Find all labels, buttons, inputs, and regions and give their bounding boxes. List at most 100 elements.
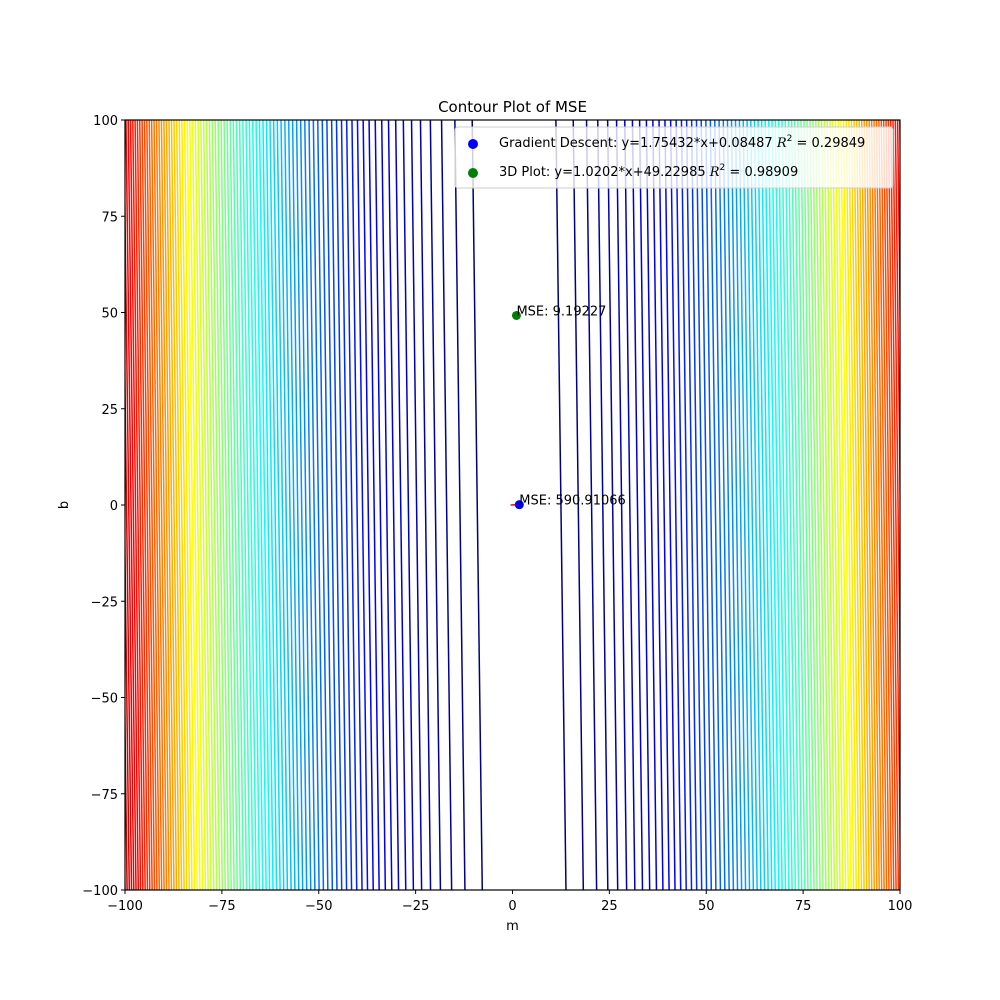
y-axis-ticks: −100 −75 −50 −25 0 25 50 75 100 bbox=[82, 114, 125, 899]
contour-line bbox=[345, 120, 358, 890]
contour-line bbox=[669, 120, 682, 890]
contour-line bbox=[845, 120, 858, 890]
x-tick-label: 0 bbox=[508, 899, 516, 914]
contour-line bbox=[690, 120, 703, 890]
contour-line bbox=[191, 120, 204, 890]
legend-gd-eq: = bbox=[792, 136, 811, 151]
legend: Gradient Descent: y=1.75432*x+0.08487 R2… bbox=[454, 126, 894, 189]
contour-line bbox=[178, 120, 191, 890]
contour-line bbox=[680, 120, 693, 890]
contour-line bbox=[173, 120, 185, 890]
contour-line bbox=[471, 120, 484, 890]
x-axis-ticks: −100 −75 −50 −25 0 25 50 75 100 bbox=[107, 890, 912, 914]
contour-line bbox=[880, 120, 893, 890]
contour-line bbox=[837, 120, 850, 890]
gradient-descent-point bbox=[514, 500, 524, 510]
x-tick-label: −75 bbox=[208, 899, 235, 914]
contour-line bbox=[878, 120, 890, 890]
legend-gd-r2-value: 0.29849 bbox=[812, 136, 866, 151]
contour-line bbox=[664, 120, 676, 890]
contour-line bbox=[806, 120, 818, 890]
contour-line bbox=[351, 120, 363, 890]
contour-line bbox=[387, 120, 400, 890]
contour-line bbox=[211, 120, 224, 890]
contour-line bbox=[787, 120, 800, 890]
contour-line bbox=[685, 120, 698, 890]
contour-line bbox=[248, 120, 261, 890]
contour-line bbox=[125, 333, 133, 890]
legend-entry-gradient-descent: Gradient Descent: y=1.75432*x+0.08487 R2… bbox=[499, 134, 865, 151]
contour-line bbox=[251, 120, 264, 890]
contour-line bbox=[889, 120, 900, 889]
contour-line bbox=[771, 120, 783, 890]
contour-line bbox=[860, 120, 873, 890]
contour-line bbox=[242, 120, 254, 890]
contour-line bbox=[132, 120, 144, 890]
contour-line bbox=[181, 120, 193, 890]
contour-line bbox=[223, 120, 235, 890]
contour-line bbox=[454, 120, 466, 890]
contour-line bbox=[229, 120, 242, 890]
contour-line bbox=[335, 120, 348, 890]
contour-line bbox=[700, 120, 713, 890]
legend-3d-eq: = bbox=[725, 165, 744, 180]
contour-line bbox=[658, 120, 670, 890]
contour-line bbox=[220, 120, 232, 890]
contour-line bbox=[148, 120, 161, 890]
contour-line bbox=[585, 120, 598, 890]
contour-line bbox=[790, 120, 803, 890]
contour-line bbox=[287, 120, 300, 890]
contour-line bbox=[615, 120, 628, 890]
contour-line bbox=[555, 120, 567, 890]
contour-line bbox=[258, 120, 271, 890]
legend-marker-3d-plot bbox=[468, 168, 478, 178]
legend-gd-r: R bbox=[776, 136, 787, 151]
contour-line bbox=[675, 120, 687, 890]
contour-line bbox=[226, 120, 238, 890]
contour-line bbox=[753, 120, 766, 890]
contour-line bbox=[272, 120, 285, 890]
contour-line bbox=[858, 120, 870, 890]
contour-line bbox=[295, 120, 308, 890]
contour-line bbox=[138, 120, 151, 890]
contour-line bbox=[834, 120, 847, 890]
contour-line bbox=[356, 120, 369, 890]
contour-line bbox=[705, 120, 717, 890]
contour-line bbox=[832, 120, 844, 890]
contour-line bbox=[380, 120, 393, 890]
y-tick-label: 0 bbox=[110, 499, 118, 514]
contour-line bbox=[143, 120, 156, 890]
contour-line bbox=[894, 120, 900, 535]
contour-line bbox=[245, 120, 257, 890]
contour-line bbox=[129, 120, 142, 890]
y-tick-label: 100 bbox=[93, 114, 118, 129]
contour-line bbox=[163, 120, 175, 890]
contour-line bbox=[624, 120, 636, 890]
legend-3d-sup: 2 bbox=[720, 163, 726, 173]
x-tick-label: −50 bbox=[305, 899, 332, 914]
contour-line bbox=[214, 120, 227, 890]
contour-line bbox=[299, 120, 312, 890]
contour-line bbox=[606, 120, 619, 890]
contour-line bbox=[726, 120, 739, 890]
contour-line bbox=[597, 120, 609, 890]
contour-line bbox=[794, 120, 806, 890]
contour-line bbox=[887, 120, 900, 890]
y-tick-label: −75 bbox=[91, 788, 118, 803]
contour-line bbox=[853, 120, 865, 890]
contour-line bbox=[265, 120, 278, 890]
legend-box bbox=[454, 126, 894, 189]
contour-lines bbox=[125, 120, 900, 890]
contour-line bbox=[280, 120, 292, 890]
contour-line bbox=[738, 120, 751, 890]
contour-line bbox=[742, 120, 755, 890]
y-tick-label: 25 bbox=[101, 403, 118, 418]
contour-line bbox=[186, 120, 199, 890]
legend-3d-r: R bbox=[709, 165, 720, 180]
contour-line bbox=[284, 120, 296, 890]
contour-line bbox=[829, 120, 841, 890]
contour-line bbox=[797, 120, 809, 890]
contour-line bbox=[308, 120, 320, 890]
contour-line bbox=[750, 120, 762, 890]
